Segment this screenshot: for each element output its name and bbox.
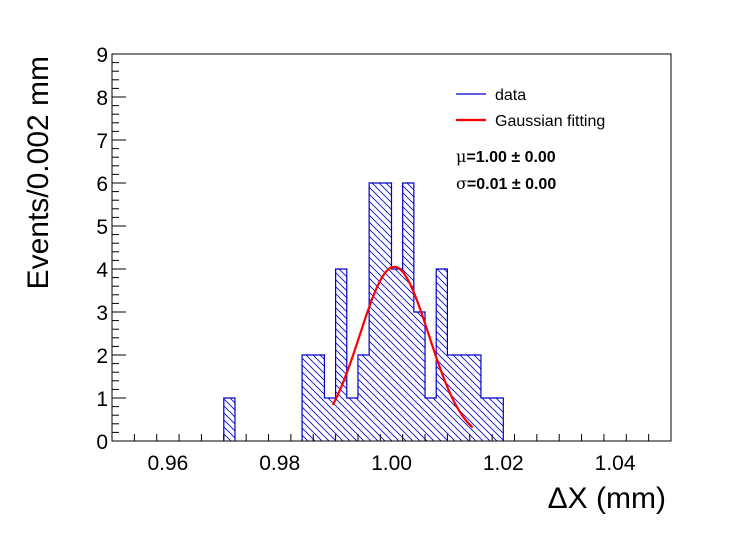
- x-tick-label: 1.00: [371, 452, 412, 475]
- x-tick-label: 1.02: [483, 452, 524, 475]
- legend-label-fit: Gaussian fitting: [495, 113, 605, 130]
- x-tick-label: 0.98: [259, 452, 300, 475]
- x-axis-ticks: [111, 434, 672, 441]
- gaussian-fit-curve: [331, 265, 474, 429]
- histogram-bar: [302, 355, 314, 441]
- y-tick-label: 5: [96, 216, 108, 239]
- y-tick-label: 1: [96, 388, 108, 411]
- histogram-bar: [425, 398, 437, 441]
- sigma-value: =0.01 ± 0.00: [467, 176, 556, 193]
- histogram-bar: [492, 398, 504, 441]
- histogram-bar: [223, 398, 235, 441]
- y-axis-tick-labels: 0 1 2 3 4 5 6 7 8 9: [96, 44, 108, 454]
- y-tick-label: 4: [96, 259, 108, 282]
- mu-value: =1.00 ± 0.00: [466, 149, 555, 166]
- histogram-bar: [357, 355, 370, 441]
- histogram-bar: [335, 269, 347, 441]
- x-axis-title: ΔX (mm): [548, 482, 666, 515]
- y-axis-ticks: [112, 53, 126, 442]
- stat-mu: μ=1.00 ± 0.00: [456, 147, 556, 166]
- histogram-bar: [436, 269, 448, 441]
- x-tick-label: 1.04: [595, 452, 636, 475]
- y-tick-label: 9: [96, 44, 108, 67]
- x-tick-label: 0.96: [147, 452, 188, 475]
- mu-symbol: μ: [456, 147, 466, 166]
- plot-frame: [111, 53, 672, 442]
- y-tick-label: 7: [96, 130, 108, 153]
- histogram-bar: [458, 355, 470, 441]
- histogram-outline: [223, 182, 504, 441]
- y-tick-label: 6: [96, 173, 108, 196]
- y-tick-label: 2: [96, 345, 108, 368]
- y-tick-label: 3: [96, 302, 108, 325]
- histogram-bar: [346, 398, 358, 441]
- y-tick-label: 0: [96, 431, 108, 454]
- histogram-bar: [469, 355, 481, 441]
- histogram-bar: [369, 183, 381, 441]
- legend: data Gaussian fitting: [456, 87, 605, 130]
- y-tick-label: 8: [96, 87, 108, 110]
- y-axis-title: Events/0.002 mm: [22, 56, 55, 289]
- histogram-bar: [413, 312, 426, 441]
- histogram-bar: [402, 183, 414, 441]
- fit-stats: μ=1.00 ± 0.00 σ=0.01 ± 0.00: [456, 147, 556, 193]
- histogram-bar: [480, 398, 493, 441]
- sigma-symbol: σ: [456, 174, 467, 193]
- stat-sigma: σ=0.01 ± 0.00: [456, 174, 556, 193]
- histogram-bars: [223, 183, 504, 441]
- histogram-bar: [313, 355, 325, 441]
- legend-label-data: data: [495, 87, 526, 104]
- x-axis-tick-labels: 0.96 0.98 1.00 1.02 1.04: [147, 452, 635, 475]
- histogram-bar: [391, 269, 403, 441]
- histogram-bar: [324, 398, 336, 441]
- histogram-bar: [380, 183, 392, 441]
